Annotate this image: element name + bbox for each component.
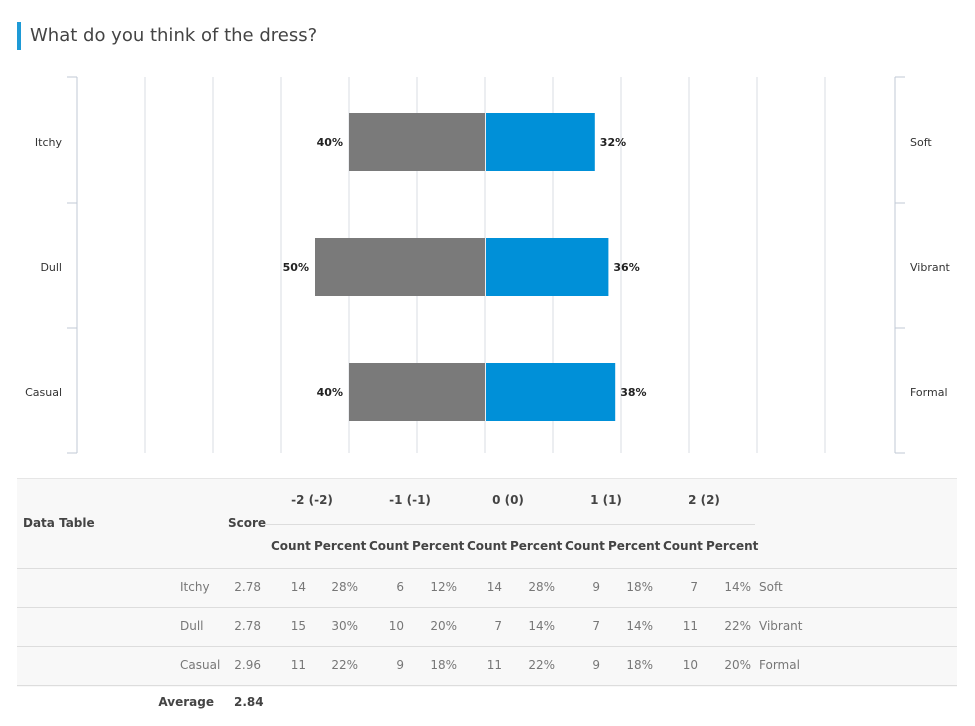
category-label-right: Formal (910, 386, 948, 399)
group-header: -1 (-1) (389, 493, 431, 507)
data-label-left: 50% (283, 261, 309, 274)
table-cell: 11 (290, 658, 306, 672)
category-label-left: Dull (40, 261, 62, 274)
average-value: 2.84 (234, 695, 264, 709)
question-title: What do you think of the dress? (17, 22, 317, 50)
data-label-left: 40% (317, 136, 343, 149)
table-cell: 22% (331, 658, 358, 672)
data-label-right: 36% (613, 261, 639, 274)
average-label: Average (158, 695, 214, 709)
count-header: Count (271, 539, 311, 553)
bar-left (349, 113, 485, 171)
bar-left (349, 363, 485, 421)
table-cell: 28% (331, 580, 358, 594)
count-header: Count (565, 539, 605, 553)
data-label-right: 32% (600, 136, 626, 149)
percent-header: Percent (706, 539, 759, 553)
row-right-label: Vibrant (759, 619, 803, 633)
group-header: 1 (1) (590, 493, 622, 507)
percent-header: Percent (412, 539, 465, 553)
group-header: -2 (-2) (291, 493, 333, 507)
bar-right (486, 363, 616, 421)
table-cell: 20% (724, 658, 751, 672)
table-cell: 9 (396, 658, 404, 672)
category-label-left: Itchy (35, 136, 63, 149)
row-left-label: Dull (180, 619, 204, 633)
table-cell: 7 (494, 619, 502, 633)
row-right-label: Soft (759, 580, 783, 594)
diverging-bar-chart: 40% 32% Itchy Soft 50% 36% Dull Vibrant 40% 38% Ca… (25, 76, 951, 454)
count-header: Count (467, 539, 507, 553)
group-header: 0 (0) (492, 493, 524, 507)
bar-right (486, 238, 609, 296)
bar-right (486, 113, 595, 171)
table-cell: 15 (290, 619, 306, 633)
row-left-label: Itchy (180, 580, 210, 594)
percent-header: Percent (510, 539, 563, 553)
table-cell: 11 (682, 619, 698, 633)
table-cell: 12% (430, 580, 457, 594)
table-cell: 28% (528, 580, 555, 594)
group-header: 2 (2) (688, 493, 720, 507)
table-cell: 22% (528, 658, 555, 672)
percent-header: Percent (608, 539, 661, 553)
table-cell: 14 (486, 580, 502, 594)
count-header: Count (663, 539, 703, 553)
data-label-left: 40% (317, 386, 343, 399)
percent-header: Percent (314, 539, 367, 553)
row-score: 2.78 (234, 580, 261, 594)
table-cell: 30% (331, 619, 358, 633)
score-header: Score (228, 516, 267, 530)
table-cell: 14% (724, 580, 751, 594)
table-cell: 14 (290, 580, 306, 594)
table-cell: 9 (592, 658, 600, 672)
table-cell: 22% (724, 619, 751, 633)
table-cell: 10 (682, 658, 698, 672)
table-cell: 18% (626, 580, 653, 594)
row-score: 2.78 (234, 619, 261, 633)
data-label-right: 38% (620, 386, 646, 399)
table-cell: 10 (388, 619, 404, 633)
data-table-title: Data Table (23, 516, 95, 530)
table-cell: 11 (486, 658, 502, 672)
table-cell: 14% (626, 619, 653, 633)
table-cell: 14% (528, 619, 555, 633)
row-left-label: Casual (180, 658, 221, 672)
table-cell: 7 (690, 580, 698, 594)
table-cell: 7 (592, 619, 600, 633)
row-right-label: Formal (759, 658, 800, 672)
table-cell: 18% (626, 658, 653, 672)
count-header: Count (369, 539, 409, 553)
table-cell: 6 (396, 580, 404, 594)
row-score: 2.96 (234, 658, 261, 672)
data-table: Data Table Score -2 (-2) Count Percent -1 (… (17, 478, 957, 709)
table-cell: 9 (592, 580, 600, 594)
table-cell: 18% (430, 658, 457, 672)
category-label-right: Vibrant (910, 261, 951, 274)
bar-left (315, 238, 485, 296)
category-label-right: Soft (910, 136, 932, 149)
table-cell: 20% (430, 619, 457, 633)
category-label-left: Casual (25, 386, 62, 399)
